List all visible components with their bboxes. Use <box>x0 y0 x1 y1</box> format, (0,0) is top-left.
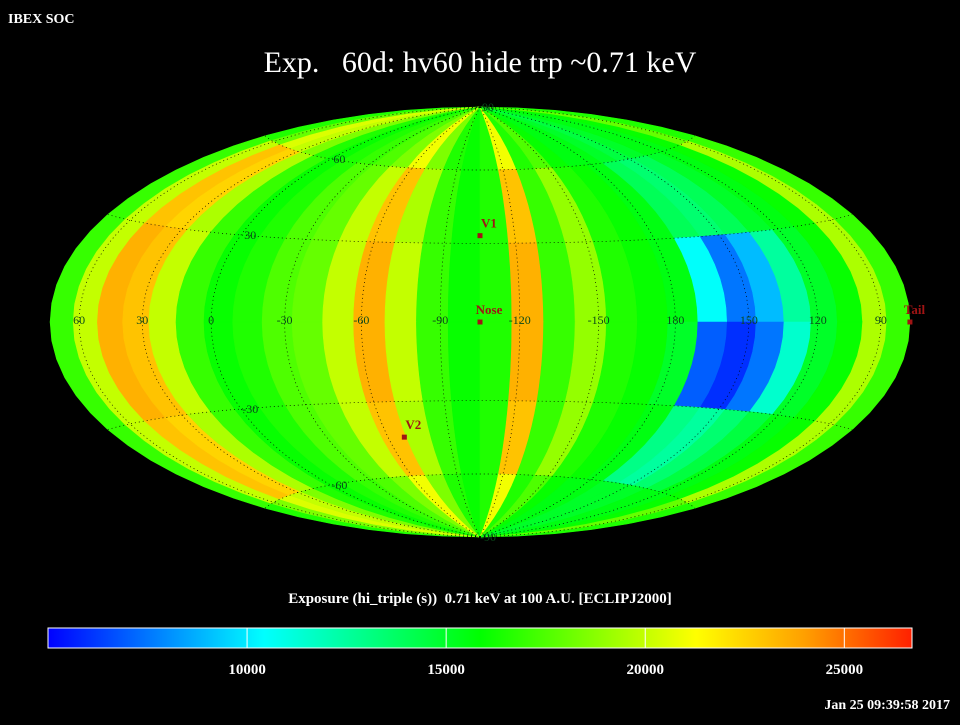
point-marker <box>401 434 407 440</box>
point-label: V2 <box>405 417 421 432</box>
lon-tick-label: -90 <box>432 313 448 327</box>
point-label: V1 <box>481 216 497 231</box>
lon-tick-label: 30 <box>136 313 148 327</box>
meridian-line <box>361 106 481 538</box>
lon-tick-label: 60 <box>73 313 85 327</box>
meridian-line <box>479 106 521 538</box>
map-cell <box>479 321 513 402</box>
lon-tick-label: -120 <box>509 313 531 327</box>
colorbar-tick-label: 25000 <box>826 662 864 678</box>
colorbar-ticks: 10000 15000 20000 25000 <box>228 628 863 678</box>
lon-tick-label: 180 <box>666 313 684 327</box>
lon-tick-label: -150 <box>588 313 610 327</box>
lon-tick-label: -30 <box>277 313 293 327</box>
map-labels: 60 30 0 -30 -60 -90 -120 -150 180 150 120 90 90 60 30 -… <box>73 100 925 544</box>
colorbar-tick-label: 20000 <box>626 662 664 678</box>
graticule <box>78 106 882 538</box>
point-label: Tail <box>904 302 926 317</box>
map-cell <box>508 242 544 323</box>
colorbar-title: Exposure (hi_triple (s)) 0.71 keV at 100… <box>288 591 672 607</box>
lon-tick-label: -60 <box>353 313 369 327</box>
point-marker <box>477 233 483 239</box>
header-text: IBEX SOC <box>8 12 75 27</box>
parallel-line <box>107 400 853 430</box>
chart-title: Exp. 60d: hv60 hide trp ~0.71 keV <box>264 46 697 79</box>
meridian-line <box>479 106 599 538</box>
lon-tick-label: 150 <box>740 313 758 327</box>
map-cell <box>416 321 452 402</box>
point-marker <box>907 319 913 325</box>
lon-tick-label: 120 <box>809 313 827 327</box>
colorbar-tick-label: 15000 <box>427 662 465 678</box>
lat-tick-label: -90 <box>480 530 496 544</box>
sky-map <box>49 106 911 538</box>
lat-tick-label: 60 <box>333 152 345 166</box>
lon-tick-label: 0 <box>208 313 214 327</box>
parallel-line <box>264 135 696 171</box>
map-cell <box>416 242 452 323</box>
lat-tick-label: 30 <box>244 228 256 242</box>
point-marker <box>477 319 483 325</box>
parallel-line <box>107 214 853 244</box>
parallel-line <box>264 473 696 509</box>
map-cell <box>508 321 544 402</box>
colorbar-tick-label: 10000 <box>228 662 266 678</box>
lat-tick-label: 90 <box>482 100 494 114</box>
lat-tick-label: -30 <box>242 402 258 416</box>
map-cell <box>447 321 481 402</box>
point-label: Nose <box>476 302 503 317</box>
colorbar <box>47 627 913 649</box>
lat-tick-label: -60 <box>331 478 347 492</box>
meridian-line <box>439 106 481 538</box>
meridian-line <box>479 106 819 538</box>
timestamp: Jan 25 09:39:58 2017 <box>824 698 950 713</box>
lon-tick-label: 90 <box>875 313 887 327</box>
